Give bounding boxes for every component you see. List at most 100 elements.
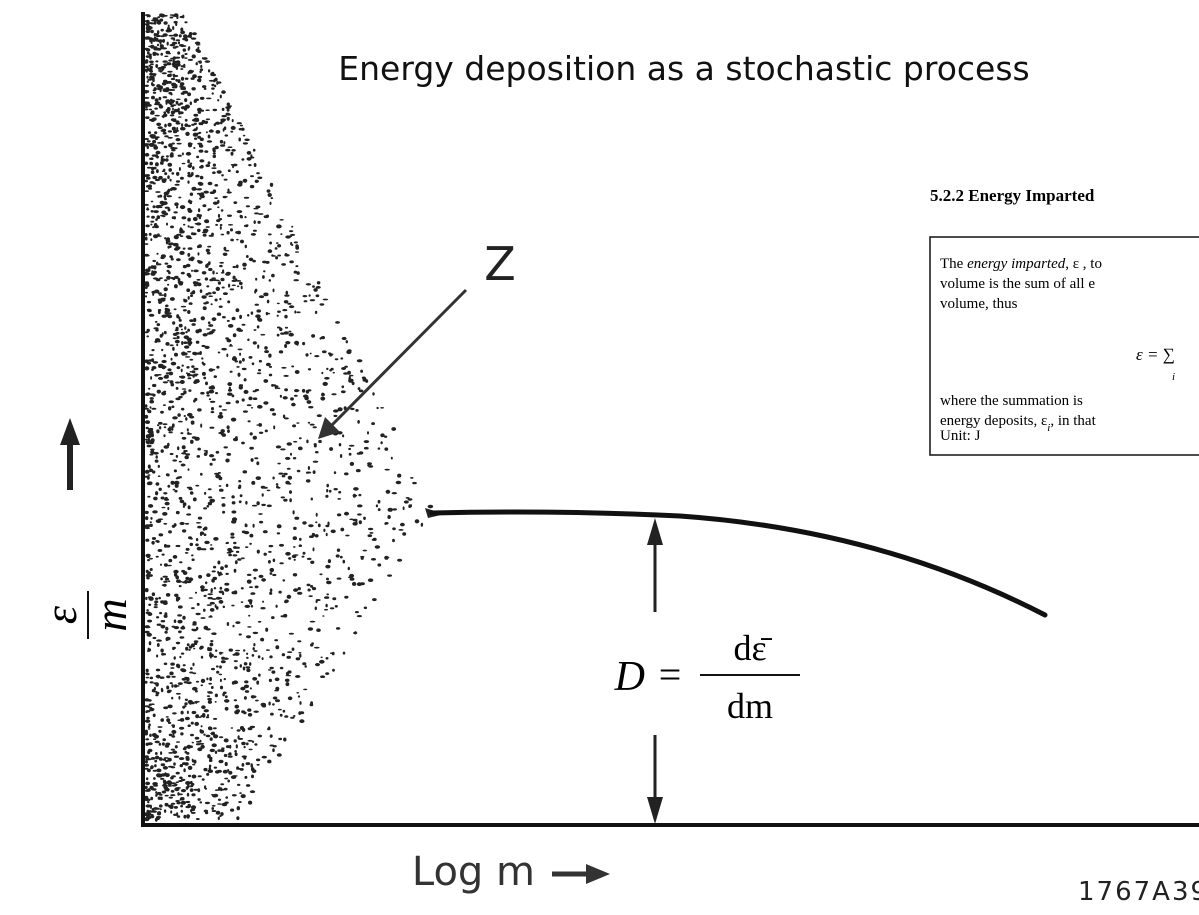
dot (348, 375, 351, 380)
dot (230, 417, 237, 422)
dot (209, 677, 213, 681)
dot (174, 352, 178, 357)
dot (348, 444, 355, 447)
dot (160, 718, 164, 722)
dot (171, 149, 176, 152)
dot (258, 295, 265, 299)
dot (256, 763, 260, 766)
dot (162, 178, 167, 181)
dot (210, 588, 213, 593)
dot (188, 488, 193, 491)
dot (175, 741, 181, 743)
dot (236, 238, 239, 241)
dot (217, 414, 224, 419)
dot (163, 293, 167, 298)
dot (191, 741, 194, 744)
dot (321, 350, 327, 354)
dot (315, 600, 318, 603)
dot (171, 423, 175, 428)
dot (246, 652, 249, 655)
dot (157, 16, 161, 19)
dot (217, 281, 221, 285)
dot (229, 288, 235, 291)
dot (321, 336, 325, 340)
dot (299, 701, 302, 705)
dot (152, 636, 157, 640)
dot (282, 309, 288, 312)
dot (236, 230, 241, 235)
dot (207, 208, 212, 211)
dot (167, 208, 171, 212)
dot (245, 784, 251, 787)
dot (245, 762, 251, 766)
dot (144, 420, 151, 424)
dot (150, 110, 155, 114)
dot (143, 798, 150, 801)
dot (280, 615, 285, 618)
dot (285, 671, 290, 676)
dot (248, 614, 251, 617)
dot (164, 172, 168, 176)
dot (180, 710, 184, 715)
dot (165, 372, 171, 375)
dot (184, 345, 190, 349)
dot (144, 143, 148, 147)
dot (166, 269, 170, 273)
dot (157, 464, 160, 468)
dot (180, 789, 187, 793)
dot (380, 433, 385, 438)
dot (150, 265, 155, 269)
dot (174, 483, 179, 488)
dot (215, 223, 219, 226)
dot (171, 696, 174, 700)
dot (209, 748, 215, 753)
dot (201, 371, 206, 376)
dot (208, 496, 213, 499)
dot (144, 36, 150, 40)
dot (242, 142, 248, 145)
dot (172, 750, 178, 754)
dot (336, 513, 342, 517)
dot (145, 569, 149, 574)
dot (160, 624, 166, 629)
dot (171, 187, 177, 191)
dot (145, 116, 150, 119)
dot (280, 332, 286, 335)
dot (182, 664, 186, 667)
dot (155, 60, 159, 63)
dot (144, 291, 149, 294)
dot (248, 748, 253, 751)
dot (188, 32, 193, 36)
dot (219, 412, 223, 415)
dot (149, 75, 154, 79)
dot (200, 316, 205, 321)
dot (374, 545, 381, 549)
dot (144, 108, 149, 111)
dot (239, 314, 243, 319)
dot (276, 532, 281, 535)
dot (251, 480, 256, 485)
dot (175, 22, 178, 27)
dot (171, 675, 176, 678)
dot (153, 682, 159, 685)
dot (156, 261, 159, 266)
dot (217, 351, 221, 354)
dot (269, 744, 275, 747)
dot (355, 409, 359, 412)
dot (256, 680, 260, 685)
dot (193, 217, 197, 220)
dot (251, 504, 258, 507)
dot (274, 385, 279, 388)
dot (365, 379, 369, 383)
dot (208, 767, 212, 772)
dot (155, 691, 160, 695)
dot (171, 82, 177, 87)
dot (166, 222, 168, 226)
dot (206, 714, 210, 717)
dot (171, 142, 175, 145)
dot (194, 591, 198, 594)
dot (279, 394, 282, 398)
dot (261, 755, 267, 759)
dot (181, 216, 187, 220)
dot (380, 441, 383, 445)
